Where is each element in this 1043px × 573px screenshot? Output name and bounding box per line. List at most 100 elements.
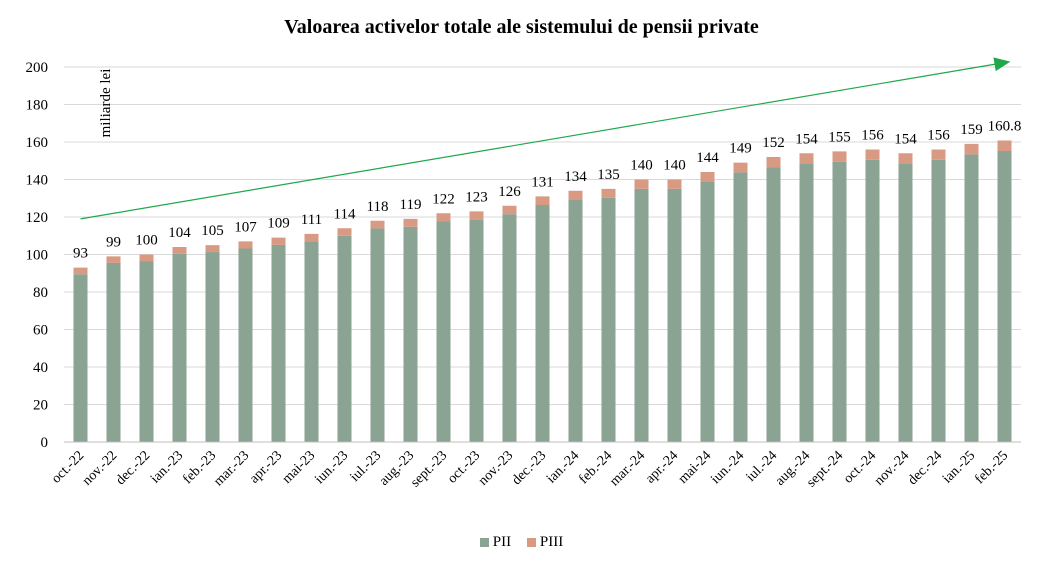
data-labels: 93 99 100 104 105 107 109 111 114 118 119 122 123 126… bbox=[73, 119, 1021, 262]
bar-pii bbox=[337, 235, 352, 442]
data-label: 154 bbox=[795, 131, 818, 147]
data-label: 140 bbox=[630, 158, 653, 174]
bar-piii bbox=[667, 179, 682, 189]
bar-piii bbox=[898, 153, 913, 164]
bars bbox=[73, 140, 1012, 442]
bar-pii bbox=[535, 205, 550, 442]
bar-piii bbox=[337, 228, 352, 236]
bar-pii bbox=[568, 199, 583, 442]
x-tick-label: ian.-24 bbox=[544, 448, 582, 486]
legend-label-piii: PIII bbox=[539, 534, 564, 550]
data-label: 107 bbox=[234, 219, 257, 235]
bar-pii bbox=[304, 241, 319, 442]
x-tick-label: ian.-23 bbox=[148, 448, 186, 486]
trend-arrowhead bbox=[993, 57, 1011, 72]
x-tick-label: apr.-24 bbox=[643, 448, 681, 486]
x-tick-label: mar.-24 bbox=[607, 448, 648, 489]
data-label: 149 bbox=[729, 141, 752, 157]
bar-pii bbox=[403, 226, 418, 442]
data-label: 105 bbox=[201, 223, 224, 239]
data-label: 109 bbox=[267, 216, 290, 232]
x-tick-label: nov.-24 bbox=[872, 448, 912, 488]
bar-pii bbox=[271, 244, 286, 442]
data-label: 111 bbox=[301, 212, 322, 228]
bar-piii bbox=[700, 172, 715, 182]
bar-piii bbox=[766, 157, 781, 168]
bar-piii bbox=[469, 211, 484, 220]
bar-pii bbox=[172, 253, 187, 442]
y-tick-label: 0 bbox=[41, 435, 49, 451]
bar-pii bbox=[106, 262, 121, 442]
x-tick-label: iun.-23 bbox=[312, 448, 351, 487]
y-tick-label: 100 bbox=[26, 248, 49, 264]
bar-piii bbox=[73, 267, 88, 275]
x-tick-label: mai-24 bbox=[676, 448, 715, 487]
bar-pii bbox=[700, 181, 715, 442]
x-tick-label: nov.-23 bbox=[476, 448, 516, 488]
legend-label-pii: PII bbox=[492, 534, 512, 550]
bar-pii bbox=[931, 159, 946, 442]
y-tick-label: 80 bbox=[33, 285, 48, 301]
x-tick-label: mar.-23 bbox=[211, 448, 252, 489]
bar-piii bbox=[403, 218, 418, 227]
bar-pii bbox=[634, 188, 649, 442]
bar-piii bbox=[931, 149, 946, 160]
legend: PII PIII bbox=[0, 534, 1043, 552]
data-label: 123 bbox=[465, 189, 488, 205]
bar-pii bbox=[667, 188, 682, 442]
y-tick-label: 200 bbox=[26, 60, 49, 76]
bar-piii bbox=[733, 162, 748, 173]
bar-pii bbox=[73, 274, 88, 442]
data-label: 140 bbox=[663, 158, 686, 174]
bar-piii bbox=[997, 140, 1012, 151]
y-tick-label: 180 bbox=[26, 98, 49, 114]
chart-title: Valoarea activelor totale ale sistemului… bbox=[284, 16, 759, 38]
data-label: 99 bbox=[106, 234, 121, 250]
bar-pii bbox=[238, 248, 253, 442]
bar-pii bbox=[997, 151, 1012, 442]
bar-piii bbox=[271, 237, 286, 245]
bar-piii bbox=[304, 233, 319, 242]
bar-pii bbox=[898, 163, 913, 442]
x-tick-label: mai-23 bbox=[280, 448, 319, 487]
bar-pii bbox=[502, 214, 517, 442]
data-label: 159 bbox=[960, 122, 983, 138]
y-axis-label: miliarde lei bbox=[98, 69, 114, 138]
bar-piii bbox=[535, 196, 550, 205]
x-tick-label: sept.-24 bbox=[804, 448, 846, 490]
bar-piii bbox=[601, 188, 616, 198]
data-label: 135 bbox=[597, 167, 620, 183]
bar-pii bbox=[601, 197, 616, 442]
bar-piii bbox=[370, 220, 385, 229]
legend-swatch-pii bbox=[479, 538, 489, 547]
x-tick-label: ian.-25 bbox=[940, 448, 978, 486]
y-tick-label: 60 bbox=[33, 323, 48, 339]
data-label: 154 bbox=[894, 131, 917, 147]
bar-piii bbox=[634, 179, 649, 189]
x-tick-label: feb.-25 bbox=[972, 448, 1011, 487]
bar-piii bbox=[799, 153, 814, 164]
y-tick-label: 140 bbox=[26, 173, 49, 189]
bar-pii bbox=[964, 154, 979, 442]
y-tick-label: 160 bbox=[26, 135, 49, 151]
x-tick-label: dec.-23 bbox=[509, 448, 549, 488]
x-axis-labels: oct.-22nov.-22dec.-22ian.-23feb.-23mar.-… bbox=[49, 448, 1011, 490]
y-tick-label: 120 bbox=[26, 210, 49, 226]
data-label: 114 bbox=[334, 206, 356, 222]
legend-item-piii: PIII bbox=[526, 534, 564, 551]
bar-piii bbox=[502, 205, 517, 215]
bar-pii bbox=[799, 163, 814, 442]
bar-piii bbox=[106, 256, 121, 263]
data-label: 156 bbox=[861, 128, 884, 144]
data-label: 126 bbox=[498, 184, 521, 200]
bar-pii bbox=[733, 172, 748, 442]
bar-piii bbox=[205, 245, 220, 253]
y-tick-label: 20 bbox=[33, 398, 48, 414]
data-label: 104 bbox=[168, 225, 191, 241]
x-tick-label: sept.-23 bbox=[408, 448, 450, 490]
bar-piii bbox=[865, 149, 880, 160]
legend-swatch-piii bbox=[526, 538, 536, 547]
bar-piii bbox=[172, 247, 187, 254]
data-label: 155 bbox=[828, 129, 851, 145]
y-axis-ticks: 0 20 40 60 80 100 120 140 160 180 200 bbox=[26, 60, 49, 451]
